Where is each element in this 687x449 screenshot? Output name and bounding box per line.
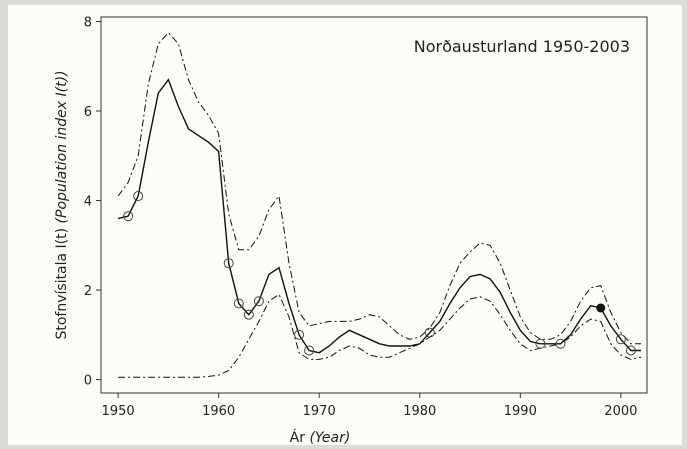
series-line [117, 78, 641, 354]
y-tick-label: 6 [84, 105, 92, 120]
data-point [535, 338, 546, 349]
x-label-note: (Year) [309, 430, 350, 446]
data-point [625, 345, 636, 356]
data-point [223, 258, 234, 269]
series-line [117, 31, 641, 345]
data-point [133, 191, 144, 202]
data-point [233, 298, 244, 309]
x-tick-label: 1990 [504, 404, 537, 419]
plot-frame [100, 16, 648, 394]
y-tick-label: 4 [84, 195, 92, 210]
x-label-main: Ár [290, 429, 306, 446]
y-label-main: Stofnvísitala I(t) [54, 228, 70, 340]
x-tick-label: 1960 [202, 404, 235, 419]
data-point [615, 334, 626, 345]
data-point [424, 327, 435, 338]
data-point [123, 211, 134, 222]
data-point [243, 309, 254, 320]
x-tick-label: 1980 [403, 404, 436, 419]
y-tick-label: 2 [84, 284, 92, 299]
data-point [294, 329, 305, 340]
panel [8, 5, 682, 445]
x-tick-label: 2000 [604, 404, 637, 419]
y-axis-label: Stofnvísitala I(t) (Population index I(t… [54, 70, 70, 339]
data-point [304, 345, 315, 356]
data-point [253, 296, 264, 307]
chart-title: Norðausturland 1950-2003 [414, 37, 630, 56]
x-axis-label: Ár (Year) [290, 429, 351, 446]
y-tick-label: 0 [84, 374, 92, 389]
y-tick-label: 8 [84, 15, 92, 30]
y-label-note: (Population index I(t)) [54, 70, 70, 223]
x-tick-label: 1970 [303, 404, 336, 419]
series-line [118, 293, 642, 378]
x-tick-label: 1950 [102, 404, 135, 419]
highlight-point [596, 303, 606, 313]
data-point [555, 338, 566, 349]
